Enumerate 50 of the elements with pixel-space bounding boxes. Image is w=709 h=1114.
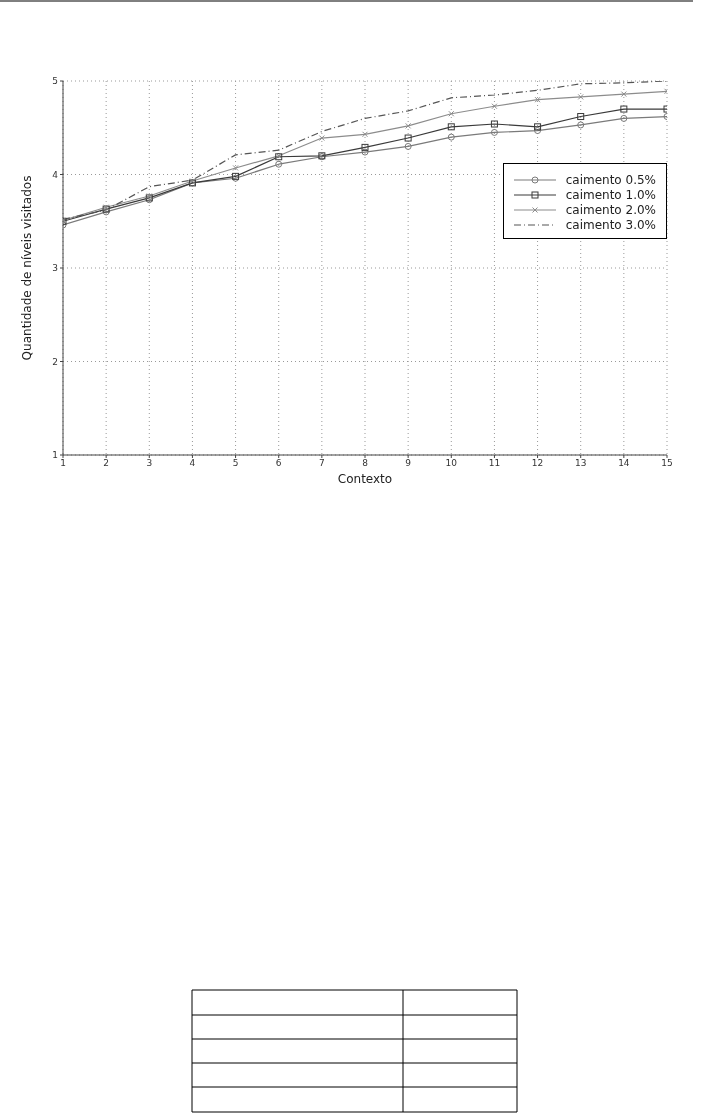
point bbox=[448, 110, 455, 117]
x-tick-label: 9 bbox=[405, 458, 412, 469]
point bbox=[490, 120, 498, 128]
legend-label: caimento 3.0% bbox=[565, 217, 656, 232]
point bbox=[362, 131, 368, 138]
legend-label: caimento 0.5% bbox=[565, 172, 656, 187]
y-axis-title: Quantidade de níveis visitados bbox=[20, 175, 35, 361]
point bbox=[620, 114, 628, 122]
point bbox=[404, 142, 412, 150]
x-tick-label: 7 bbox=[318, 458, 325, 469]
x-tick-label: 6 bbox=[275, 458, 282, 469]
y-tick-label: 3 bbox=[52, 263, 58, 274]
x-axis-title: Contexto bbox=[337, 472, 393, 486]
point bbox=[361, 148, 369, 156]
x-tick-label: 4 bbox=[189, 458, 196, 469]
point bbox=[620, 91, 627, 98]
x-tick-label: 10 bbox=[445, 458, 458, 469]
point bbox=[577, 113, 585, 121]
y-tick-label: 4 bbox=[52, 169, 59, 180]
point bbox=[447, 133, 455, 141]
legend-label: caimento 2.0% bbox=[565, 202, 656, 217]
x-tick-label: 2 bbox=[103, 458, 110, 469]
point bbox=[232, 164, 239, 171]
x-tick-label: 3 bbox=[146, 458, 153, 469]
x-tick-label: 14 bbox=[618, 458, 630, 469]
point bbox=[534, 123, 542, 131]
y-tick-label: 1 bbox=[52, 450, 58, 461]
y-tick-label: 2 bbox=[52, 356, 58, 367]
x-tick-label: 15 bbox=[661, 458, 673, 469]
point bbox=[275, 160, 283, 168]
point bbox=[405, 122, 412, 129]
point bbox=[490, 128, 498, 136]
x-tick-label: 11 bbox=[488, 458, 501, 469]
x-tick-label: 13 bbox=[574, 458, 587, 469]
point bbox=[577, 93, 584, 100]
point bbox=[491, 103, 498, 110]
x-tick-label: 8 bbox=[362, 458, 369, 469]
point bbox=[447, 123, 455, 131]
point bbox=[534, 127, 542, 135]
point bbox=[318, 135, 325, 142]
point bbox=[577, 121, 585, 129]
point bbox=[534, 96, 541, 103]
point bbox=[404, 134, 412, 142]
x-tick-label: 5 bbox=[232, 458, 239, 469]
x-tick-label: 12 bbox=[531, 458, 544, 469]
y-tick-label: 5 bbox=[52, 76, 58, 87]
point bbox=[620, 105, 628, 113]
legend-label: caimento 1.0% bbox=[565, 187, 656, 202]
point bbox=[361, 143, 369, 151]
x-tick-label: 1 bbox=[60, 458, 66, 469]
